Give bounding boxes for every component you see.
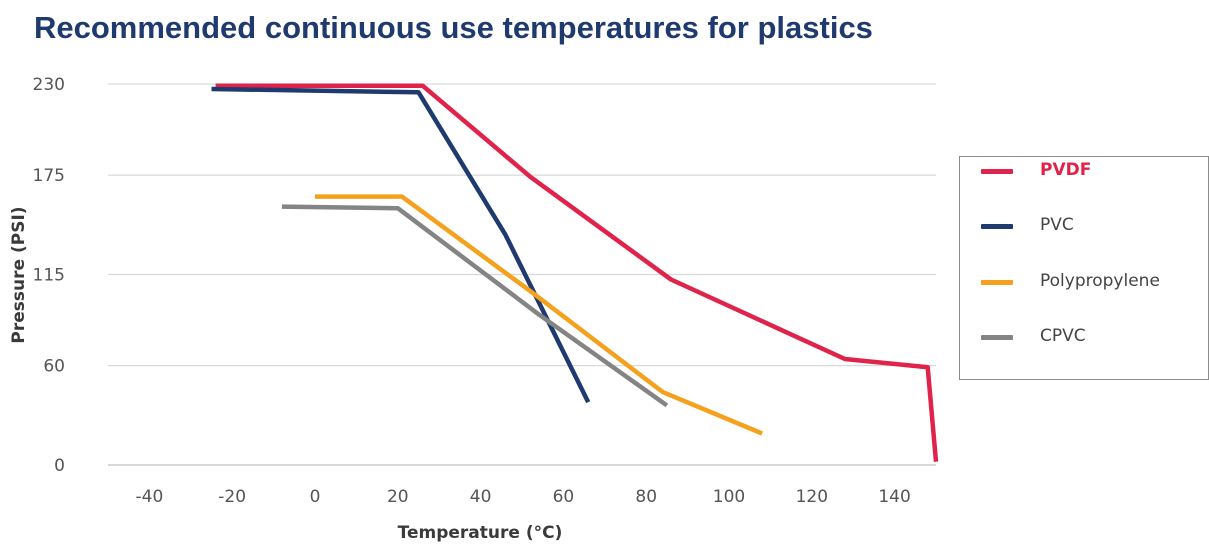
legend-item-polypropylene: Polypropylene	[960, 267, 1208, 297]
x-tick-label: 80	[635, 487, 657, 507]
legend-swatch	[981, 335, 1013, 340]
x-tick-label: 20	[387, 487, 409, 507]
y-axis-ticks: 0 60 115 175 230	[33, 75, 65, 476]
legend-label: Polypropylene	[1040, 271, 1160, 291]
x-tick-label: -40	[136, 487, 164, 507]
series-line-polypropylene	[315, 194, 763, 436]
legend-label: PVC	[1040, 215, 1074, 235]
y-tick-label: 60	[43, 357, 65, 377]
y-tick-label: 230	[33, 75, 65, 95]
gridlines	[108, 83, 936, 466]
y-tick-label: 115	[33, 266, 65, 286]
chart-legend: PVDF PVC Polypropylene CPVC	[959, 156, 1209, 380]
x-axis-ticks: -40 -20 0 20 40 60 80 100 120 140	[136, 487, 911, 507]
legend-label: CPVC	[1040, 326, 1086, 346]
x-tick-label: 100	[713, 487, 745, 507]
series-lines	[211, 83, 939, 462]
x-tick-label: 40	[470, 487, 492, 507]
legend-swatch	[981, 224, 1013, 229]
chart-title: Recommended continuous use temperatures …	[34, 10, 873, 45]
series-line-pvdf	[215, 83, 939, 462]
x-tick-label: 0	[310, 487, 321, 507]
legend-label: PVDF	[1040, 160, 1092, 180]
x-tick-label: -20	[218, 487, 246, 507]
y-axis-title: Pressure (PSI)	[9, 206, 29, 343]
x-tick-label: 120	[796, 487, 828, 507]
legend-item-pvc: PVC	[960, 211, 1208, 241]
legend-swatch	[981, 280, 1013, 285]
x-axis-title: Temperature (°C)	[398, 523, 563, 543]
series-line-cpvc	[281, 204, 669, 408]
y-tick-label: 175	[33, 166, 65, 186]
y-tick-label: 0	[54, 456, 65, 476]
x-tick-label: 140	[878, 487, 910, 507]
series-line-pvc	[211, 86, 591, 404]
legend-item-cpvc: CPVC	[960, 322, 1208, 352]
x-tick-label: 60	[553, 487, 575, 507]
legend-swatch	[981, 169, 1013, 174]
legend-item-pvdf: PVDF	[960, 156, 1208, 186]
